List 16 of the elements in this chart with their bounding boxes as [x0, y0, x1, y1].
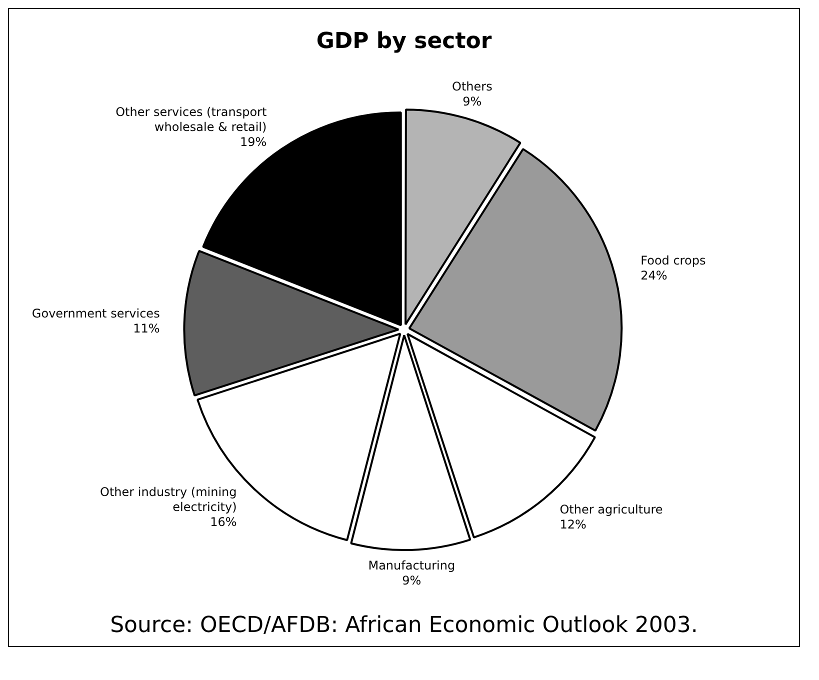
data-label: 11%: [133, 322, 160, 336]
chart-title: GDP by sector: [316, 28, 492, 54]
slice-label: Government services: [32, 306, 160, 321]
data-label: 19%: [240, 134, 267, 149]
source-note: Source: OECD/AFDB: African Economic Outlook 2003.: [109, 612, 699, 640]
slice-label: Other services (transport wholesale & retail): [116, 104, 267, 134]
slice-label: Others: [452, 80, 492, 94]
data-label: 9%: [402, 574, 422, 588]
data-label: 12%: [560, 518, 586, 532]
slice-label: Food crops: [640, 254, 706, 268]
slice-label: Manufacturing: [368, 558, 456, 573]
data-label: 9%: [462, 94, 482, 109]
data-label: 16%: [210, 514, 237, 529]
data-label: 24%: [640, 268, 668, 283]
slice-label: Other industry (mining electricity): [100, 484, 237, 514]
slice-label: Other agriculture: [560, 502, 663, 517]
